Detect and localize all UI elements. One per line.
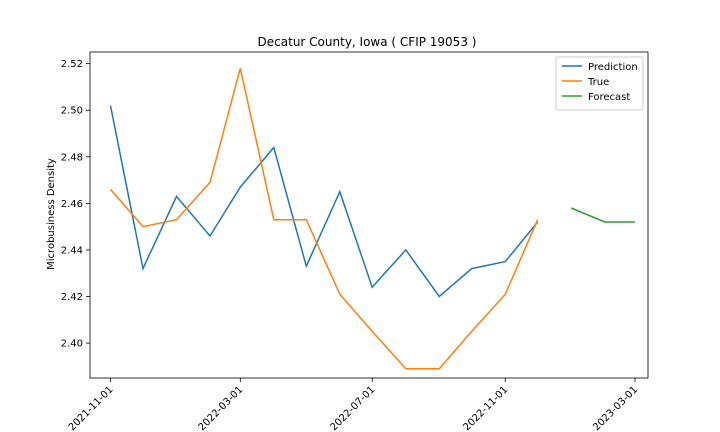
series-line-true [109, 68, 539, 370]
series-layer [109, 68, 635, 370]
y-tick-label: 2.46 [61, 199, 83, 210]
legend-label: True [587, 77, 609, 88]
legend: Prediction True Forecast [555, 56, 644, 111]
series-line-prediction [109, 105, 539, 298]
x-axis: 2021-11-01 2022-03-01 2022-07-01 2022-11-01… [67, 378, 640, 432]
chart-title: Decatur County, Iowa ( CFIP 19053 ) [258, 35, 477, 49]
x-tick-label: 2021-11-01 [67, 384, 116, 432]
legend-label: Prediction [588, 62, 638, 73]
y-tick-label: 2.48 [61, 152, 83, 163]
series-line-forecast [570, 207, 635, 223]
plot-frame [89, 51, 649, 379]
legend-label: Forecast [588, 92, 630, 103]
x-tick-label: 2023-03-01 [591, 384, 640, 432]
x-tick-label: 2022-07-01 [328, 384, 377, 432]
y-tick-label: 2.52 [61, 59, 83, 70]
x-tick-label: 2022-11-01 [461, 384, 510, 432]
y-axis-label: Microbusiness Density [46, 158, 57, 270]
y-tick-label: 2.50 [61, 106, 83, 117]
y-tick-label: 2.44 [61, 245, 83, 256]
x-tick-label: 2022-03-01 [197, 384, 246, 432]
y-axis: 2.40 2.42 2.44 2.46 2.48 2.50 2.52 [61, 59, 90, 350]
y-tick-label: 2.40 [61, 339, 83, 350]
y-tick-label: 2.42 [61, 292, 83, 303]
